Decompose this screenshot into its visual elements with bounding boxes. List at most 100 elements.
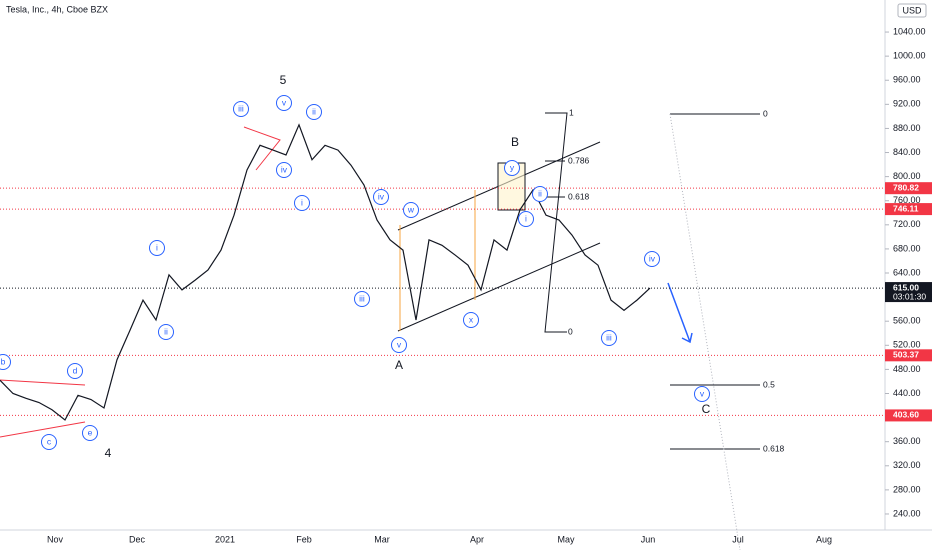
wave-label: C xyxy=(702,402,711,416)
price-tag xyxy=(885,349,932,362)
y-tick-label: 520.00 xyxy=(893,340,921,350)
wave-label: b xyxy=(1,356,6,366)
wave-label: ii xyxy=(312,106,316,116)
wave-circle xyxy=(276,95,292,111)
wave-circle xyxy=(601,330,617,346)
wave-circle xyxy=(391,337,407,353)
wave-label: e xyxy=(88,427,93,437)
price-tag-label: 780.82 xyxy=(893,182,919,192)
wave-circle xyxy=(694,386,710,402)
currency: USD xyxy=(902,5,922,15)
x-tick-label: Apr xyxy=(470,534,484,544)
wave-circle xyxy=(373,189,389,205)
wave-circle xyxy=(403,202,419,218)
price-tag xyxy=(885,203,932,216)
wave-label: 5 xyxy=(280,73,287,87)
wave-label: ii xyxy=(538,188,542,198)
wave-circle xyxy=(158,324,174,340)
wave-circle xyxy=(644,251,660,267)
wave-label: iv xyxy=(281,164,288,174)
price-line xyxy=(0,123,651,421)
fib-label: 0 xyxy=(568,326,573,336)
wave-label: i xyxy=(525,213,527,223)
y-tick-label: 320.00 xyxy=(893,460,921,470)
fib-label: 0.618 xyxy=(763,443,785,453)
x-tick-label: Mar xyxy=(374,534,390,544)
wave-label: x xyxy=(469,314,474,324)
wave-label: i xyxy=(301,197,303,207)
wave-label: iii xyxy=(359,293,365,303)
y-tick-label: 240.00 xyxy=(893,508,921,518)
y-tick-label: 800.00 xyxy=(893,171,921,181)
wave-label: B xyxy=(511,135,519,149)
wave-label: v xyxy=(397,339,402,349)
y-tick-label: 880.00 xyxy=(893,123,921,133)
triangle-line xyxy=(0,379,86,386)
chart-title: Tesla, Inc., 4h, Cboe BZX xyxy=(6,4,108,14)
fib-label: 1 xyxy=(569,107,574,117)
triangle-line xyxy=(243,126,281,171)
triangle-line xyxy=(0,421,86,438)
y-tick-label: 440.00 xyxy=(893,388,921,398)
y-tick-label: 680.00 xyxy=(893,243,921,253)
wave-circle xyxy=(306,104,322,120)
wave-label: i xyxy=(156,242,158,252)
wave-label: 4 xyxy=(105,446,112,460)
wave-label: iv xyxy=(649,253,656,263)
countdown: 03:01:30 xyxy=(893,291,926,301)
wave-label: y xyxy=(510,162,515,172)
y-tick-label: 360.00 xyxy=(893,436,921,446)
y-tick-label: 280.00 xyxy=(893,484,921,494)
price-tag-label: 615.00 xyxy=(893,282,919,292)
x-tick-label: Dec xyxy=(129,534,146,544)
wave-circle xyxy=(532,186,548,202)
y-tick-label: 1000.00 xyxy=(893,51,926,61)
fib-line xyxy=(544,112,568,333)
wave-circle xyxy=(67,363,83,379)
currency-box xyxy=(897,3,927,18)
price-tag xyxy=(885,282,932,303)
price-tag-label: 503.37 xyxy=(893,350,919,360)
price-tag xyxy=(885,182,932,195)
fib-label: 0 xyxy=(763,108,768,118)
arrow xyxy=(667,282,693,344)
wave-circle xyxy=(82,425,98,441)
wave-label: iii xyxy=(606,332,612,342)
y-tick-label: 760.00 xyxy=(893,195,921,205)
wave-circle xyxy=(463,312,479,328)
x-tick-label: Feb xyxy=(296,534,312,544)
x-tick-label: 2021 xyxy=(215,534,235,544)
x-tick-label: May xyxy=(557,534,575,544)
x-tick-label: Jun xyxy=(641,534,656,544)
wave-circle xyxy=(276,162,292,178)
channel-line xyxy=(397,242,601,332)
wave-circle xyxy=(518,211,534,227)
wave-label: ii xyxy=(164,326,168,336)
wave-circle xyxy=(233,101,249,117)
y-tick-label: 1040.00 xyxy=(893,26,926,36)
wave-circle xyxy=(41,434,57,450)
wave-label: v xyxy=(700,388,705,398)
x-tick-label: Aug xyxy=(816,534,832,544)
wave-label: c xyxy=(47,436,52,446)
price-tag-label: 746.11 xyxy=(893,203,919,213)
wave-label: iv xyxy=(378,191,385,201)
x-tick-label: Nov xyxy=(47,534,64,544)
wave-circle xyxy=(149,240,165,256)
wave-circle xyxy=(504,160,520,176)
fib-label: 0.5 xyxy=(763,379,775,389)
wave-label: v xyxy=(282,97,287,107)
y-tick-label: 640.00 xyxy=(893,267,921,277)
y-tick-label: 840.00 xyxy=(893,147,921,157)
wave-circle xyxy=(294,195,310,211)
wave-label: iii xyxy=(238,103,244,113)
wave-label: d xyxy=(73,365,78,375)
y-tick-label: 560.00 xyxy=(893,316,921,326)
drawings xyxy=(0,112,760,550)
y-tick-label: 920.00 xyxy=(893,99,921,109)
y-tick-label: 480.00 xyxy=(893,364,921,374)
wave-circle xyxy=(354,291,370,307)
y-tick-label: 720.00 xyxy=(893,219,921,229)
